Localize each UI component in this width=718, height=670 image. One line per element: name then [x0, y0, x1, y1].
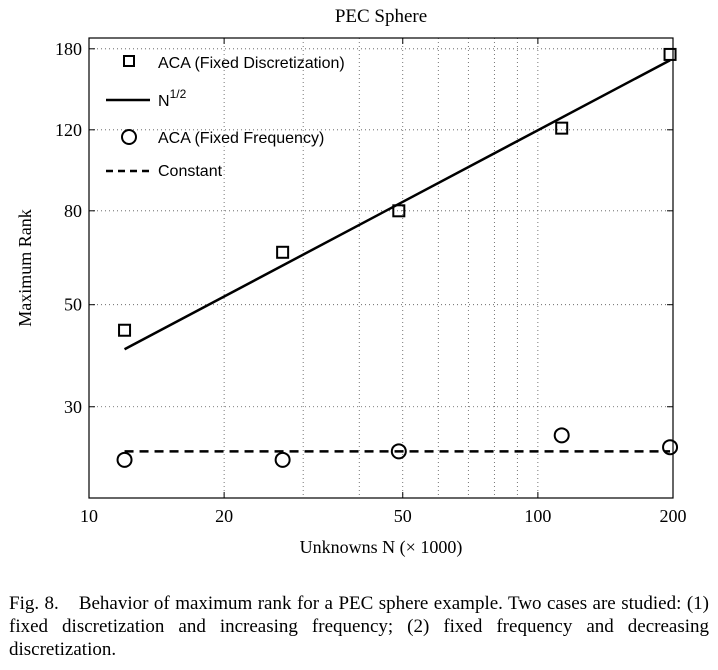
- circle-marker: [662, 439, 679, 456]
- square-marker: [276, 245, 290, 259]
- x-tick-label: 20: [215, 506, 233, 526]
- y-tick-label: 180: [55, 39, 82, 59]
- caption-label: Fig. 8.: [9, 593, 59, 614]
- legend-square-marker: [123, 55, 135, 67]
- legend-label-aca-fixed-discretization: ACA (Fixed Discretization): [158, 55, 345, 72]
- square-marker: [555, 121, 569, 135]
- y-tick-label: 50: [64, 295, 82, 315]
- square-marker: [663, 47, 677, 61]
- figure-caption: Fig. 8. Behavior of maximum rank for a PE…: [9, 592, 709, 661]
- y-axis: 30 50 80 120 180: [55, 39, 673, 417]
- chart: PEC Sphere 10 20 50 100 200 30 50 80 120 180 ACA…: [15, 6, 687, 558]
- caption-text: Behavior of maximum rank for a PEC spher…: [9, 593, 709, 660]
- square-marker: [118, 323, 132, 337]
- circle-marker: [274, 451, 291, 468]
- legend-label-constant: Constant: [158, 163, 223, 180]
- circle-marker: [553, 427, 570, 444]
- legend: ACA (Fixed Discretization) N1/2 ACA (Fix…: [106, 55, 345, 180]
- plot-frame: [88, 37, 674, 499]
- legend-label-n-half: N1/2: [158, 87, 187, 110]
- x-axis: 10 20 50 100 200: [80, 38, 687, 526]
- x-tick-label: 50: [394, 506, 412, 526]
- circle-marker: [390, 443, 407, 460]
- chart-title: PEC Sphere: [335, 6, 427, 27]
- x-tick-label: 200: [660, 506, 687, 526]
- y-axis-label: Maximum Rank: [15, 209, 35, 327]
- plot-series: [116, 47, 679, 468]
- grid: [89, 38, 673, 498]
- y-tick-label: 120: [55, 120, 82, 140]
- x-tick-label: 100: [524, 506, 551, 526]
- legend-circle-marker: [121, 129, 137, 145]
- y-tick-label: 80: [64, 201, 82, 221]
- x-tick-label: 10: [80, 506, 98, 526]
- legend-label-aca-fixed-frequency: ACA (Fixed Frequency): [158, 130, 324, 147]
- x-axis-label: Unknowns N (× 1000): [300, 537, 463, 558]
- y-tick-label: 30: [64, 397, 82, 417]
- square-marker: [392, 204, 406, 218]
- circle-marker: [116, 451, 133, 468]
